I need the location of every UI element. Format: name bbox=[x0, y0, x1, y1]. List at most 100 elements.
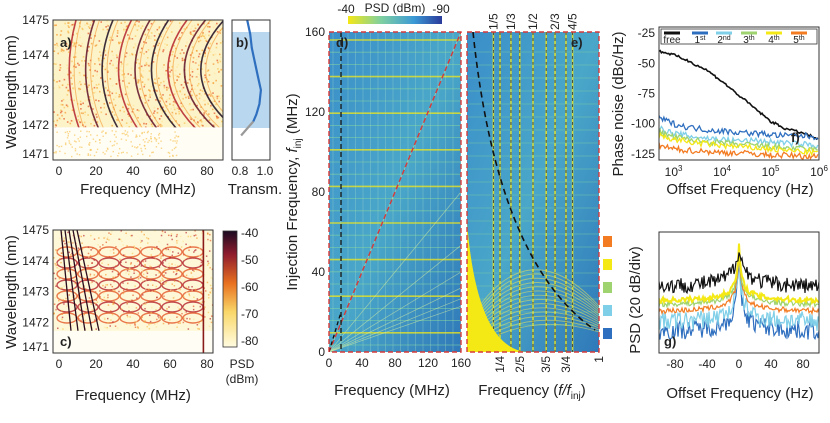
panel-a-speckle bbox=[102, 28, 105, 31]
panel-c-speckle bbox=[80, 319, 82, 322]
panel-a-speckle bbox=[128, 104, 130, 106]
panel-c-speckle bbox=[179, 277, 181, 279]
panel-a-speckle bbox=[116, 56, 118, 59]
panel-a-speckle bbox=[87, 105, 90, 108]
panel-a-speckle bbox=[151, 93, 153, 96]
panel-c-speckle bbox=[180, 246, 183, 248]
panel-c-speckle bbox=[113, 301, 116, 303]
panel-c-speckle bbox=[114, 276, 117, 279]
panel-e-top-tick: 2/3 bbox=[548, 13, 562, 30]
panel-c-speckle bbox=[118, 290, 120, 293]
panel-a-speckle bbox=[140, 27, 142, 30]
panel-a-speckle bbox=[79, 136, 82, 138]
panel-a-speckle bbox=[201, 68, 203, 70]
panel-a-speckle bbox=[56, 33, 58, 36]
panel-c-speckle bbox=[94, 291, 97, 293]
panel-f-xtick-base: 10 bbox=[762, 165, 776, 179]
panel-a-speckle bbox=[170, 69, 173, 72]
panel-a-speckle bbox=[136, 146, 139, 148]
panel-a-speckle bbox=[215, 115, 218, 118]
panel-c-speckle bbox=[147, 288, 149, 291]
panel-c-speckle bbox=[119, 238, 122, 241]
panel-a-speckle bbox=[105, 62, 108, 65]
panel-c-speckle bbox=[189, 235, 192, 238]
panel-c-ytick: 1472 bbox=[22, 315, 49, 329]
panel-c-speckle bbox=[173, 285, 176, 287]
panel-f-xtick: 103 bbox=[665, 164, 683, 179]
panel-a-speckle bbox=[153, 112, 155, 114]
panel-c-speckle bbox=[192, 308, 195, 311]
panel-c-colorbar-tick: -50 bbox=[241, 253, 259, 267]
panel-a-speckle bbox=[154, 39, 157, 42]
panel-c-speckle bbox=[181, 312, 183, 315]
panel-a-speckle bbox=[186, 41, 188, 44]
panel-a-speckle bbox=[198, 53, 201, 55]
panel-a-speckle bbox=[115, 67, 118, 69]
panel-c-speckle bbox=[53, 272, 55, 275]
panel-c-speckle bbox=[127, 282, 129, 285]
panel-c-speckle bbox=[145, 270, 148, 273]
panel-a-speckle bbox=[172, 104, 175, 106]
panel-c-speckle bbox=[208, 325, 211, 328]
panel-c-speckle bbox=[107, 263, 110, 266]
panel-a-speckle bbox=[217, 95, 220, 98]
panel-a-speckle bbox=[116, 29, 119, 32]
panel-a-speckle bbox=[170, 31, 173, 33]
panel-c-speckle bbox=[201, 282, 203, 284]
panel-c-speckle bbox=[90, 234, 92, 237]
panel-f-legend-label: 3th bbox=[743, 35, 755, 46]
panel-a-speckle bbox=[156, 28, 159, 31]
panel-f-ytick: -75 bbox=[638, 87, 656, 101]
panel-c-speckle bbox=[130, 276, 132, 278]
panel-a-speckle bbox=[88, 84, 90, 87]
panel-a-speckle bbox=[143, 52, 145, 55]
panel-c-speckle bbox=[150, 290, 152, 292]
panel-c-speckle bbox=[171, 266, 173, 269]
panel-a-speckle bbox=[196, 68, 199, 70]
panel-c-speckle bbox=[94, 319, 96, 321]
panel-a-speckle bbox=[141, 118, 144, 121]
panel-c-mode-line bbox=[60, 230, 72, 331]
panel-c-speckle bbox=[143, 233, 145, 236]
panel-c-speckle bbox=[138, 273, 141, 276]
panel-c-speckle bbox=[176, 316, 178, 318]
panel-c-speckle bbox=[166, 266, 168, 268]
panel-c-speckle bbox=[144, 265, 146, 268]
panel-a-speckle bbox=[181, 57, 184, 60]
panel-a-speckle bbox=[208, 47, 210, 50]
panel-a-speckle bbox=[178, 73, 181, 76]
panel-a-speckle bbox=[79, 88, 82, 91]
panel-a-speckle bbox=[137, 79, 140, 81]
panel-a-speckle bbox=[204, 33, 207, 36]
panel-c-speckle bbox=[99, 249, 101, 252]
panel-f-legend-sup: th bbox=[799, 35, 805, 42]
panel-a-speckle bbox=[82, 56, 85, 58]
panel-a-speckle bbox=[202, 99, 205, 102]
panel-c-speckle bbox=[180, 310, 183, 312]
panel-a-speckle bbox=[60, 30, 63, 32]
panel-a-speckle bbox=[196, 84, 199, 87]
panel-b-transmission-tail bbox=[240, 120, 255, 137]
panel-c-speckle bbox=[176, 287, 179, 290]
panel-a-speckle bbox=[74, 148, 77, 150]
panel-a-speckle bbox=[89, 142, 91, 144]
panel-a-speckle bbox=[130, 67, 133, 70]
panel-a-xtick: 80 bbox=[200, 164, 214, 178]
panel-a-lower-region bbox=[53, 128, 223, 160]
panel-a-speckle bbox=[192, 34, 195, 36]
panel-a-speckle bbox=[107, 70, 109, 72]
panel-c-mode-cell bbox=[77, 290, 99, 302]
panel-a-speckle bbox=[162, 80, 165, 83]
panel-a-speckle bbox=[62, 49, 65, 52]
panel-a-speckle bbox=[171, 111, 174, 114]
panel-a-speckle bbox=[141, 47, 143, 50]
panel-c-speckle bbox=[145, 280, 148, 282]
panel-a-speckle bbox=[84, 111, 86, 114]
panel-c-speckle bbox=[97, 253, 99, 256]
panel-a-speckle bbox=[109, 91, 111, 93]
panel-c-speckle bbox=[185, 243, 187, 246]
panel-a-speckle bbox=[200, 124, 203, 127]
panel-a-speckle bbox=[187, 95, 190, 98]
panel-a-speckle bbox=[92, 118, 95, 121]
panel-a-speckle bbox=[119, 41, 122, 44]
